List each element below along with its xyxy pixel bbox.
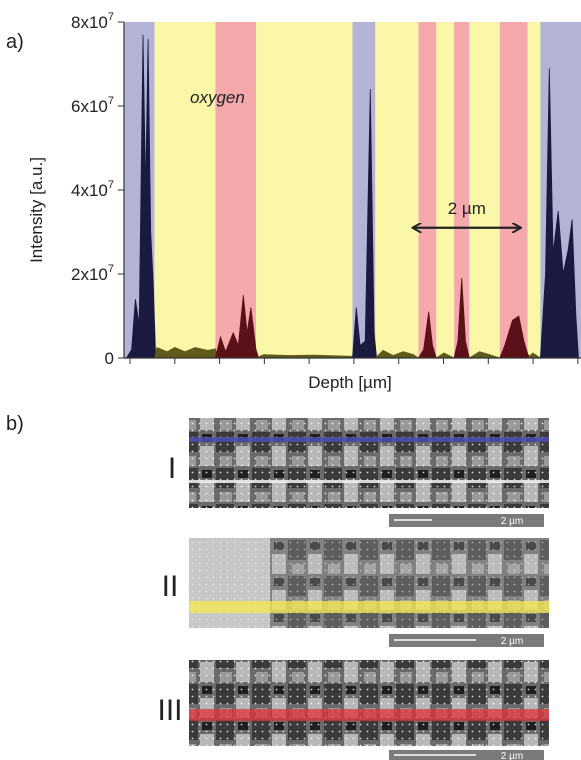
region-band-3 (215, 22, 257, 358)
y-tick-label-4: 6x107 (71, 95, 114, 116)
oxygen-annotation: oxygen (190, 88, 245, 107)
y-tick-labels: 0 2x107 4x107 6x107 8x107 (71, 11, 114, 368)
image-2-label: II (162, 570, 179, 603)
region-band-2 (154, 22, 216, 358)
panel-b-label: b) (6, 413, 24, 435)
scale-bar-3 (389, 750, 544, 760)
panel-a-label: a) (6, 31, 24, 53)
image-3-label: III (157, 694, 182, 727)
scan-line-red (189, 709, 549, 721)
image-1-label: I (168, 452, 176, 485)
intensity-peak-5 (352, 89, 378, 359)
y-tick-label-2: 2x107 (71, 263, 114, 284)
region-band-9 (454, 22, 470, 358)
region-band-12 (527, 22, 541, 358)
sem-image-2 (189, 538, 549, 628)
region-band-10 (469, 22, 500, 358)
y-tick-label-3: 4x107 (71, 179, 114, 200)
x-axis-label: Depth [µm] (308, 373, 392, 392)
y-tick-label-1: 0 (105, 349, 114, 368)
scale-bar-2 (389, 634, 544, 647)
intensity-peak-3 (214, 294, 260, 359)
scale-bar-1 (389, 514, 544, 527)
y-tick-label-5: 8x107 (71, 11, 114, 32)
region-band-11 (499, 22, 528, 358)
scan-line-blue (189, 437, 549, 442)
region-band-6 (375, 22, 419, 358)
scale-bar-2-label: 2 µm (501, 636, 523, 647)
scan-line-yellow (189, 601, 549, 613)
scale-arrow-label: 2 µm (448, 199, 486, 218)
intensity-series (125, 34, 579, 359)
region-band-4 (256, 22, 353, 358)
intensity-peak-13 (539, 68, 579, 359)
sem-image-1 (189, 418, 549, 508)
scan-line-white (189, 480, 549, 483)
region-bands (124, 22, 581, 358)
region-band-8 (436, 22, 455, 358)
sem-image-3 (189, 660, 549, 746)
scale-bar-1-label: 2 µm (501, 516, 523, 527)
scale-bar-3-label: 2 µm (501, 751, 523, 760)
region-band-7 (418, 22, 437, 358)
intensity-peak-1 (125, 34, 157, 359)
chart-axes (118, 21, 581, 364)
y-axis-label: Intensity [a.u.] (27, 157, 46, 263)
